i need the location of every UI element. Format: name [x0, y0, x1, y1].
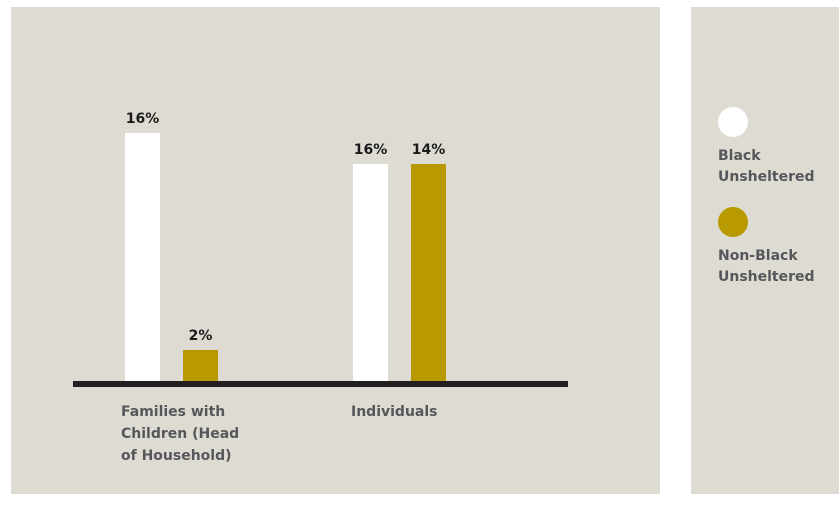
legend-item-black-unsheltered: Black Unsheltered [718, 107, 828, 188]
bar-families-non-black [183, 350, 218, 381]
x-tick-label-individuals-line1: Individuals [351, 404, 438, 420]
bar-individuals-black [353, 164, 388, 381]
data-label-families-black: 16% [126, 111, 160, 127]
legend-label-nonblack-line2: Unsheltered [718, 269, 815, 285]
x-tick-label-families-line1: Families with [121, 404, 225, 420]
legend-swatch-black-unsheltered [718, 107, 748, 137]
legend-label-non-black-unsheltered: Non-Black Unsheltered [718, 246, 828, 288]
data-label-individuals-black: 16% [354, 142, 388, 158]
data-label-individuals-non-black: 14% [412, 142, 446, 158]
legend-item-non-black-unsheltered: Non-Black Unsheltered [718, 207, 828, 288]
x-tick-label-families-line2: Children (Head [121, 426, 239, 442]
legend-label-black-line2: Unsheltered [718, 169, 815, 185]
legend-label-black-unsheltered: Black Unsheltered [718, 146, 828, 188]
data-label-families-non-black: 2% [189, 328, 213, 344]
bar-families-black [125, 133, 160, 381]
legend-label-black-line1: Black [718, 148, 761, 164]
legend-swatch-non-black-unsheltered [718, 207, 748, 237]
x-tick-label-families-line3: of Household) [121, 448, 232, 464]
legend-panel [691, 7, 839, 494]
x-axis-baseline [73, 381, 568, 387]
bar-individuals-non-black [411, 164, 446, 381]
chart-panel [11, 7, 660, 494]
legend-label-nonblack-line1: Non-Black [718, 248, 798, 264]
